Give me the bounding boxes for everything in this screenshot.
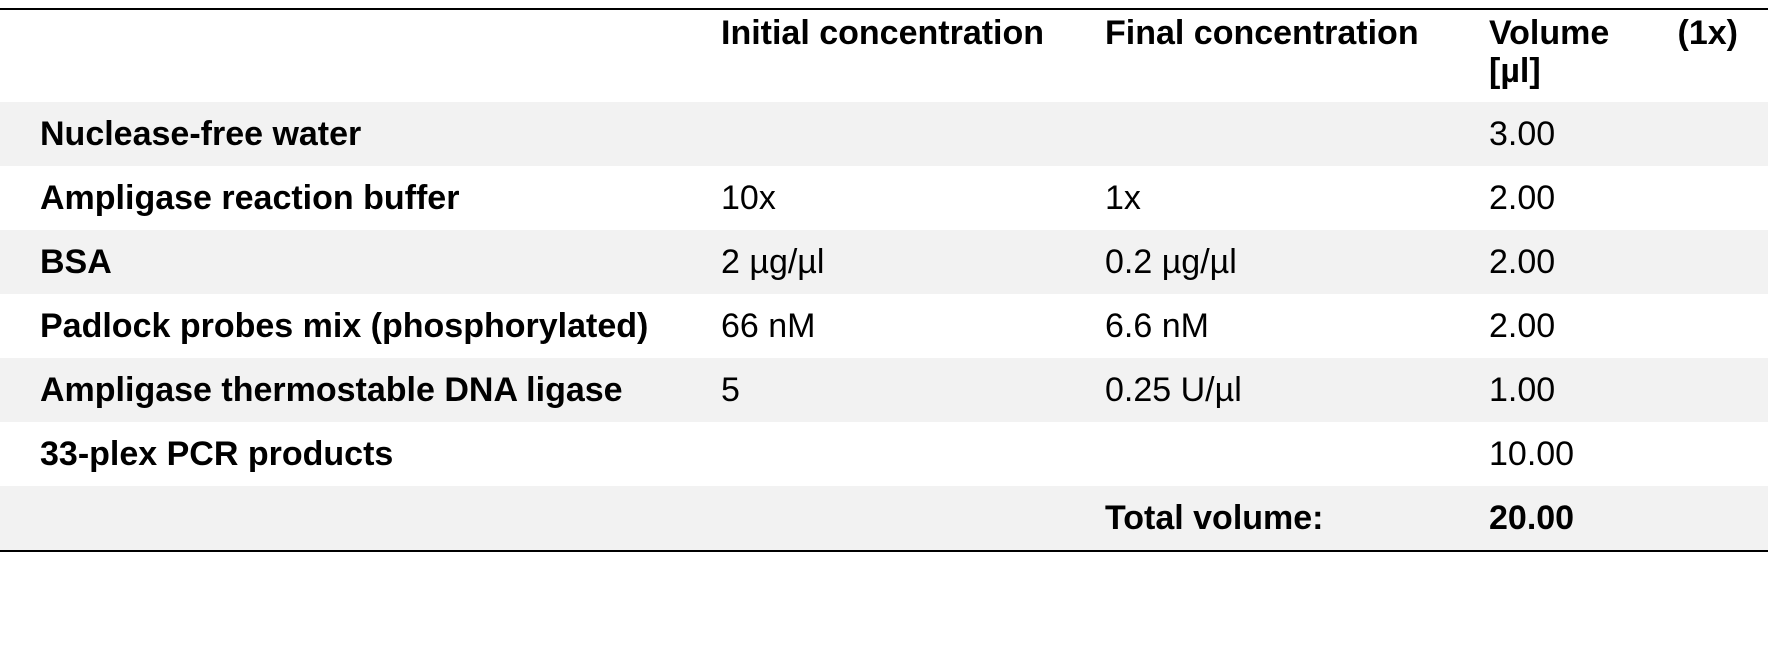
table-cell: Nuclease-free water (0, 102, 700, 166)
table-cell: Ampligase thermostable DNA ligase (0, 358, 700, 422)
table-cell: Total volume: (1084, 486, 1468, 551)
table-cell: 2.00 (1489, 179, 1556, 217)
reagent-table: Initial concentration Final concentration… (0, 8, 1768, 552)
table-cell (1084, 422, 1468, 486)
table-cell: 0.2 µg/µl (1084, 230, 1468, 294)
table-cell (1084, 102, 1468, 166)
table-cell: BSA (0, 230, 700, 294)
table-cell: 6.6 nM (1105, 307, 1209, 345)
table-cell: 20.00 (1468, 486, 1768, 551)
table-cell: 2.00 (1468, 230, 1768, 294)
table-row: BSA 2 µg/µl 0.2 µg/µl 2.00 (0, 230, 1768, 294)
table-cell: Final concentration (1105, 14, 1419, 52)
table-row: Ampligase thermostable DNA ligase 5 0.25 U… (0, 358, 1768, 422)
table-cell: 66 nM (721, 307, 816, 345)
table-cell: 2 µg/µl (700, 230, 1084, 294)
table-row: Total volume: 20.00 (0, 486, 1768, 551)
table-row: Padlock probes mix (phosphorylated) 66 nM… (0, 294, 1768, 358)
table-cell: Padlock probes mix (phosphorylated) (40, 307, 649, 345)
table-cell (700, 486, 1084, 551)
table-row: Nuclease-free water 3.00 (0, 102, 1768, 166)
table-cell: Ampligase reaction buffer (40, 179, 460, 217)
table-cell (700, 422, 1084, 486)
table-cell: 1.00 (1468, 358, 1768, 422)
table-cell (700, 102, 1084, 166)
table-row: Initial concentration Final concentration… (0, 9, 1768, 102)
table-cell: Volume (1x) [µl] (1489, 14, 1738, 90)
table-cell: 5 (700, 358, 1084, 422)
table-cell: 10.00 (1489, 435, 1575, 473)
table-cell: Initial concentration (721, 14, 1045, 52)
table-cell: 10x (721, 179, 776, 217)
table-cell: 33-plex PCR products (40, 435, 394, 473)
table-cell: 3.00 (1468, 102, 1768, 166)
table-cell (0, 486, 700, 551)
table-cell: 0.25 U/µl (1084, 358, 1468, 422)
table-cell: 1x (1105, 179, 1141, 217)
table-row: 33-plex PCR products 10.00 (0, 422, 1768, 486)
table-cell: 2.00 (1489, 307, 1556, 345)
table-row: Ampligase reaction buffer 10x 1x 2.00 (0, 166, 1768, 230)
table-cell (0, 9, 700, 102)
